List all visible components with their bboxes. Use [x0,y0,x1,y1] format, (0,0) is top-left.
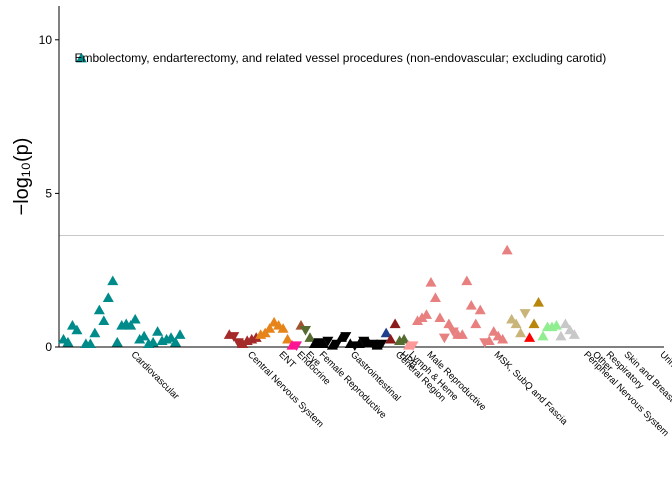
data-point [291,341,303,351]
data-point [524,332,536,342]
data-point [299,325,311,336]
data-point [389,318,401,329]
data-point [470,318,482,329]
data-point [313,338,325,348]
x-category-label: Cardiovascular [129,349,182,402]
data-point [506,313,518,324]
data-point [340,332,352,342]
data-point [228,332,240,342]
data-point [568,329,580,339]
data-point [335,332,347,342]
data-point [317,338,329,349]
data-point [533,296,545,307]
data-point [282,333,294,344]
data-point [232,338,244,348]
x-category-label: ENT [276,349,297,370]
data-point [564,324,576,335]
data-point [102,292,114,302]
data-point [407,341,419,351]
data-point [456,329,468,339]
data-point [425,276,437,287]
x-category-label: Urinary [657,349,672,379]
data-point [152,326,164,336]
data-point [125,319,137,330]
data-point [277,323,289,333]
data-point [98,315,110,326]
data-point [537,330,549,341]
data-point [443,318,455,329]
data-point [107,275,119,286]
data-point [322,336,334,347]
data-point [420,309,432,319]
data-point [174,329,186,339]
y-tick-label: 5 [45,186,52,200]
label-layer: Cardiovascular Central Nervous SystemENTE… [129,349,672,439]
data-point [483,335,495,345]
data-point [528,318,540,329]
data-point [358,336,370,347]
data-point [93,304,105,315]
data-point [376,339,388,350]
data-point [326,339,338,350]
data-point [497,333,509,344]
data-point [66,319,78,330]
data-point [519,309,531,319]
y-tick-label: 0 [45,340,52,354]
data-point [147,336,159,347]
data-point [138,330,150,341]
data-point [84,338,96,349]
data-point [353,338,365,349]
data-point [461,275,473,286]
data-point [501,244,513,255]
data-point [398,333,410,344]
data-point [434,312,446,322]
points-layer [57,52,580,351]
data-point [75,52,87,63]
data-point [429,292,441,302]
data-point [264,323,276,333]
data-point [71,324,83,335]
data-point [111,336,123,347]
data-point [559,318,571,329]
data-point [555,330,567,341]
data-point [165,332,177,342]
data-point [304,332,316,342]
data-point [380,327,392,338]
data-point [515,327,527,338]
data-point [170,336,182,347]
data-point [385,333,397,344]
data-point [129,313,141,324]
data-point [62,336,74,347]
data-point [89,327,101,338]
data-point [371,339,383,350]
data-point [488,326,500,336]
data-point [367,339,379,350]
data-point [510,318,522,329]
data-point [550,319,562,330]
data-point [331,339,343,350]
data-point [308,338,320,349]
annotation-label: Embolectomy, endarterectomy, and related… [74,51,606,65]
data-point [447,327,459,338]
data-point [465,300,477,310]
y-tick-label: 10 [39,33,53,47]
x-category-label: MSK, SubQ and Fascia [492,349,570,427]
y-axis-label: −log₁₀(p) [11,138,33,216]
data-point [474,304,486,315]
data-point [438,333,450,344]
